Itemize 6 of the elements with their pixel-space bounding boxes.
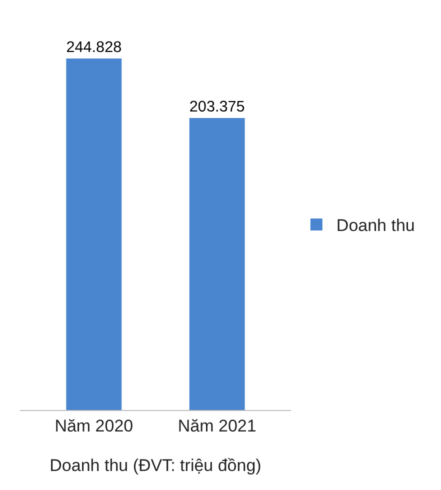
data-label: 203.375: [189, 98, 245, 116]
legend-label: Doanh thu: [336, 216, 415, 236]
x-tick-label: Năm 2021: [178, 416, 256, 436]
data-label: 244.828: [66, 38, 122, 56]
x-tick-label: Năm 2020: [54, 416, 134, 436]
x-axis-title: Doanh thu (ĐVT: triệu đồng): [50, 456, 262, 475]
